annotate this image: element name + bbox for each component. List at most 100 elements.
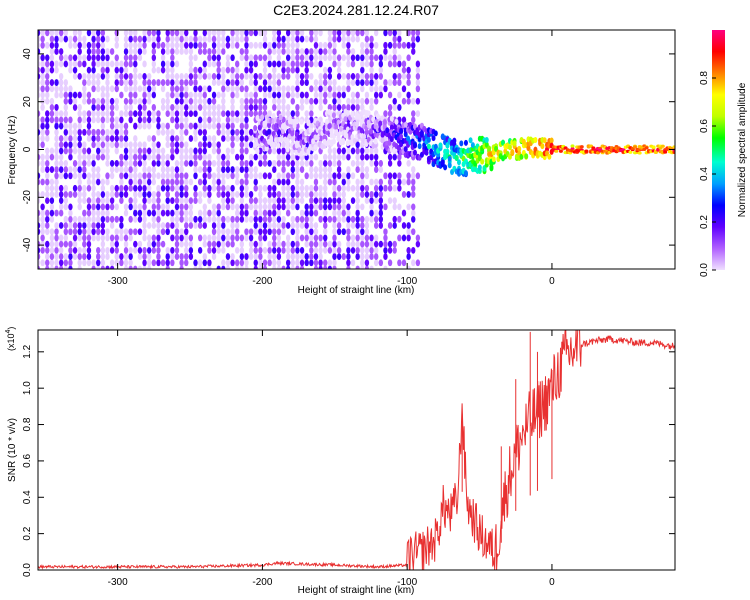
spectrogram-cell xyxy=(49,104,55,111)
spectrogram-cell xyxy=(323,222,328,229)
spectrogram-ridge-cell xyxy=(271,142,276,149)
spectrogram-cell xyxy=(239,265,245,269)
spectrogram-cell xyxy=(258,209,263,217)
spectrogram-cell xyxy=(137,240,143,248)
spectrogram-cell xyxy=(40,72,45,80)
spectrogram-cell xyxy=(202,104,207,111)
spectrogram-cell xyxy=(68,135,73,142)
spectrogram-cell xyxy=(406,234,411,242)
spectrogram-cell xyxy=(179,72,184,80)
spectrogram-ridge-cell xyxy=(570,144,575,148)
spectrogram-cell xyxy=(378,159,384,167)
spectrogram-cell xyxy=(49,178,55,186)
spectrogram-cell xyxy=(216,122,221,130)
spectrogram-cell xyxy=(91,60,96,68)
spectrogram-cell xyxy=(202,97,207,105)
spectrogram-cell xyxy=(253,253,258,260)
spectrogram-cell xyxy=(364,191,370,198)
spectrogram-cell xyxy=(313,79,319,86)
spectrogram-cell xyxy=(281,66,286,74)
spectrogram-cell xyxy=(170,246,175,254)
spectrogram-cell xyxy=(100,66,106,74)
spectrogram-cell xyxy=(248,240,254,248)
spectrogram-cell xyxy=(313,259,319,267)
spectrogram-cell xyxy=(160,259,166,267)
spectrogram-cell xyxy=(332,60,337,68)
spectrogram-cell xyxy=(364,228,370,236)
spectrogram-ridge-cell xyxy=(403,146,408,153)
spectrogram-cell xyxy=(290,240,295,248)
spectrogram-cell xyxy=(114,166,119,173)
spectrogram-cell xyxy=(119,222,124,229)
spectrogram-cell xyxy=(45,240,50,248)
spectrogram-cell xyxy=(91,166,96,173)
spectrogram-cell xyxy=(82,35,87,43)
spectrogram-cell xyxy=(309,228,314,236)
spectrogram-cell xyxy=(142,116,147,124)
spectrogram-cell xyxy=(184,191,189,198)
spectrogram-cell xyxy=(86,215,92,223)
spectrogram-cell xyxy=(188,209,194,217)
spectrogram-cell xyxy=(248,41,254,49)
spectrogram-cell xyxy=(415,35,421,43)
spectrogram-cell xyxy=(276,85,282,93)
spectrogram-cell xyxy=(40,153,45,161)
spectrogram-cell xyxy=(184,110,189,118)
spectrogram-cell xyxy=(216,147,221,155)
spectrogram-cell xyxy=(49,48,55,55)
spectrogram-cell xyxy=(248,97,254,105)
spectrogram-cell xyxy=(133,91,138,99)
spectrogram-cell xyxy=(133,79,138,86)
spectrogram-cell xyxy=(392,54,397,62)
spectrogram-cell xyxy=(40,209,45,217)
spectrogram-cell xyxy=(336,72,342,80)
spectrogram-cell xyxy=(281,265,286,269)
spectrogram-cell xyxy=(160,172,166,180)
spectrogram-cell xyxy=(235,265,240,269)
spectrogram-cell xyxy=(133,166,138,173)
spectrogram-ridge-cell xyxy=(452,137,457,144)
snr-multiplier-base: (x10 xyxy=(6,333,16,351)
spectrogram-cell xyxy=(327,104,333,111)
spectrogram-cell xyxy=(309,54,314,62)
y-tick-label: 40 xyxy=(22,48,33,60)
spectrogram-cell xyxy=(105,66,110,74)
y-tick-label: -20 xyxy=(22,190,33,205)
spectrogram-ridge-cell xyxy=(366,110,371,117)
spectrogram-cell xyxy=(63,253,68,260)
spectrogram-cell xyxy=(128,54,133,62)
spectrogram-cell xyxy=(323,228,328,236)
spectrogram-cell xyxy=(82,72,87,80)
spectrogram-cell xyxy=(248,191,254,198)
spectrogram-cell xyxy=(202,116,207,124)
spectrogram-cell xyxy=(156,110,161,118)
spectrogram-cell xyxy=(276,265,282,269)
spectrogram-cell xyxy=(86,172,92,180)
spectrogram-cell xyxy=(82,172,87,180)
spectrogram-cell xyxy=(253,203,258,211)
spectrogram-cell xyxy=(248,253,254,260)
spectrogram-cell xyxy=(58,184,64,192)
spectrogram-cell xyxy=(309,48,314,55)
spectrogram-cell xyxy=(221,122,226,130)
spectrogram-cell xyxy=(68,66,73,74)
spectrogram-cell xyxy=(49,234,55,242)
spectrogram-cell xyxy=(146,110,152,118)
spectrogram-cell xyxy=(267,253,272,260)
spectrogram-cell xyxy=(258,153,263,161)
spectrogram-cell xyxy=(174,197,180,205)
spectrogram-cell xyxy=(313,197,319,205)
spectrogram-cell xyxy=(188,135,194,142)
spectrogram-cell xyxy=(68,128,73,136)
spectrogram-cell xyxy=(225,153,231,161)
spectrogram-cell xyxy=(91,234,96,242)
spectrogram-cell xyxy=(369,159,374,167)
spectrogram-cell xyxy=(207,48,212,55)
spectrogram-cell xyxy=(299,265,305,269)
spectrogram-cell xyxy=(133,97,138,105)
spectrogram-cell xyxy=(184,147,189,155)
spectrogram-cell xyxy=(202,191,207,198)
spectrogram-cell xyxy=(193,159,198,167)
spectrogram-cell xyxy=(119,234,124,242)
spectrogram-cell xyxy=(202,222,207,229)
